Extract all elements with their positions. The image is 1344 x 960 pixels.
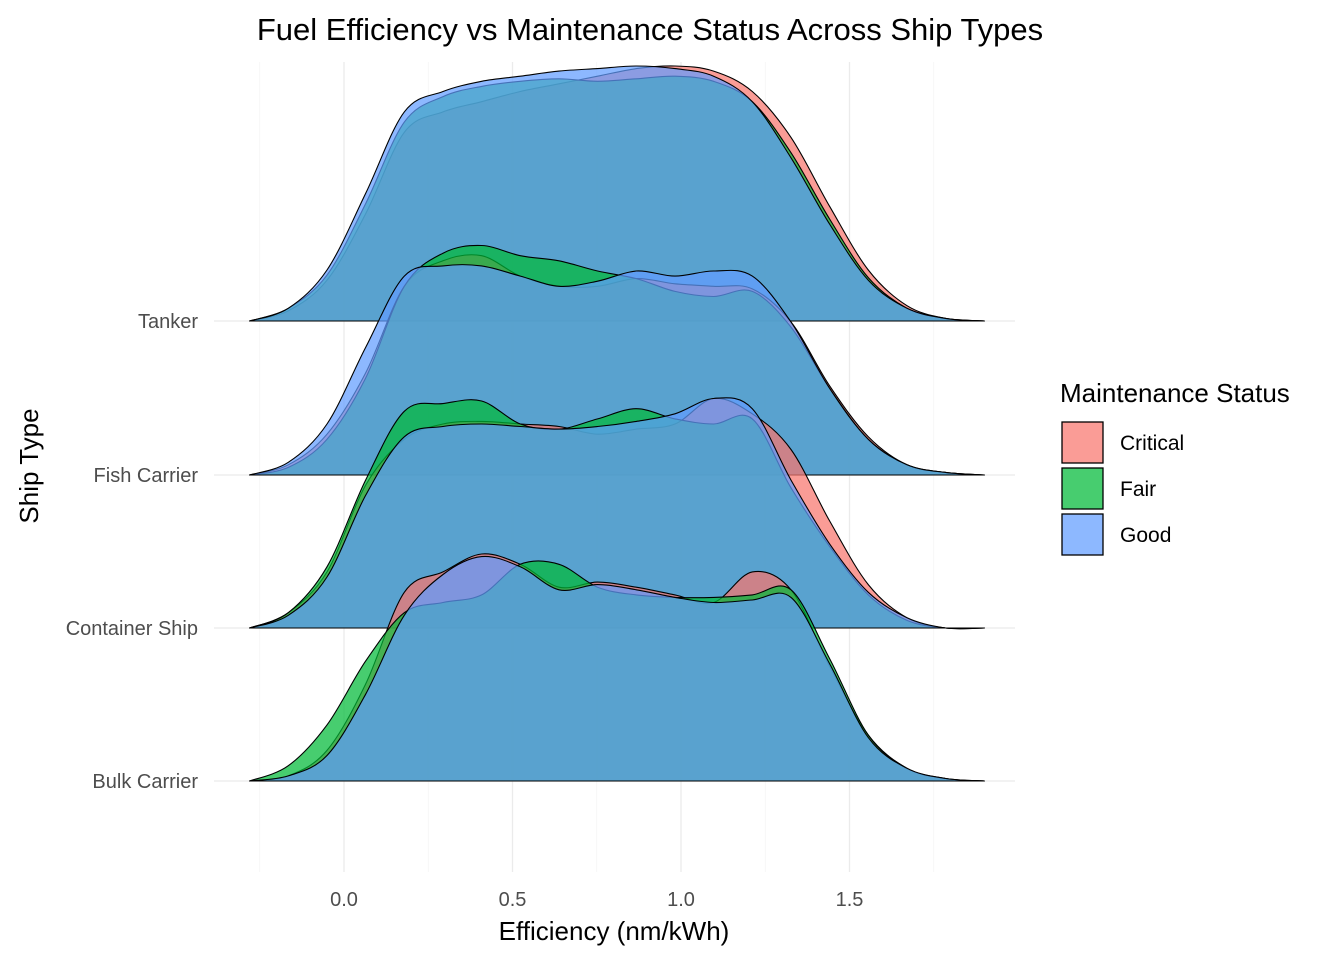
x-tick-label: 1.0 bbox=[667, 889, 695, 911]
y-tick-labels: Bulk Carrier Container Ship Fish Carrier Ta… bbox=[66, 311, 199, 793]
density-good-tanker bbox=[249, 65, 985, 322]
density-good-bulk-carrier bbox=[249, 555, 985, 782]
x-tick-label: 0.5 bbox=[499, 889, 527, 911]
legend-key-critical bbox=[1061, 421, 1104, 464]
legend-key-good bbox=[1061, 513, 1104, 556]
y-tick-label: Tanker bbox=[138, 311, 198, 333]
chart-title: Fuel Efficiency vs Maintenance Status Ac… bbox=[257, 12, 1043, 47]
x-axis-title: Efficiency (nm/kWh) bbox=[499, 916, 730, 946]
density-good-container-ship bbox=[249, 397, 985, 630]
legend-key-fair bbox=[1061, 467, 1104, 510]
ridge-bulk-carrier bbox=[249, 553, 985, 782]
y-tick-label: Bulk Carrier bbox=[92, 771, 198, 793]
ridges bbox=[249, 65, 985, 782]
legend-label-good: Good bbox=[1120, 524, 1171, 547]
y-tick-label: Fish Carrier bbox=[94, 465, 199, 487]
legend-title: Maintenance Status bbox=[1060, 378, 1290, 408]
y-tick-label: Container Ship bbox=[66, 618, 198, 640]
legend: Maintenance Status Critical Fair Good bbox=[1060, 378, 1290, 556]
y-axis-title: Ship Type bbox=[14, 408, 44, 523]
x-tick-labels: 0.0 0.5 1.0 1.5 bbox=[330, 889, 863, 911]
legend-label-fair: Fair bbox=[1120, 478, 1156, 501]
legend-label-critical: Critical bbox=[1120, 432, 1184, 455]
x-tick-label: 1.5 bbox=[836, 889, 864, 911]
x-tick-label: 0.0 bbox=[330, 889, 358, 911]
ridge-container-ship bbox=[249, 397, 985, 630]
